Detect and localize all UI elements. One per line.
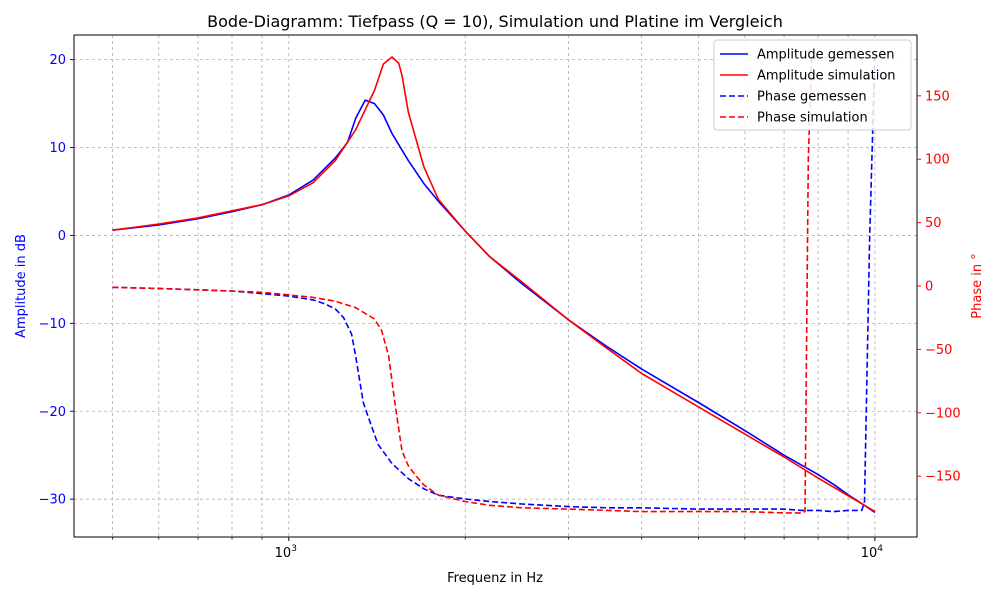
legend-box <box>713 39 912 131</box>
y-right-tick-label: −150 <box>925 470 961 485</box>
y-left-tick-label: −10 <box>39 317 66 332</box>
y-left-tick-label: 20 <box>49 53 66 68</box>
y-left-tick-label: −20 <box>39 405 66 420</box>
legend-label: Phase simulation <box>757 111 868 126</box>
y-axis-left: −30 −20 −10 0 10 20 <box>39 53 74 508</box>
series-line-phase-gemessen <box>112 53 876 513</box>
y-left-tick-label: 10 <box>49 141 66 156</box>
series-line-amplitude-simulation <box>112 56 876 513</box>
legend-label: Amplitude gemessen <box>757 48 894 63</box>
x-axis-title: Frequenz in Hz <box>447 571 543 586</box>
y-right-axis-title: Phase in ° <box>970 253 985 318</box>
y-right-tick-label: 150 <box>925 89 950 104</box>
y-right-tick-label: −100 <box>925 406 961 421</box>
y-right-tick-label: −50 <box>925 343 952 358</box>
legend-label: Amplitude simulation <box>757 69 896 84</box>
y-right-tick-label: 50 <box>925 216 942 231</box>
y-left-tick-label: −30 <box>39 493 66 508</box>
y-axis-right: −150 −100 −50 0 50 100 150 <box>917 89 961 485</box>
legend: Amplitude gemessen Amplitude simulation Ph… <box>713 39 912 131</box>
chart-title: Bode-Diagramm: Tiefpass (Q = 10), Simula… <box>207 12 783 31</box>
series-lines <box>112 53 876 514</box>
y-right-tick-label: 100 <box>925 153 950 168</box>
legend-label: Phase gemessen <box>757 90 867 105</box>
y-right-tick-label: 0 <box>925 280 933 295</box>
y-left-axis-title: Amplitude in dB <box>14 234 29 338</box>
y-left-tick-label: 0 <box>58 229 66 244</box>
series-line-phase-simulation <box>112 56 875 514</box>
